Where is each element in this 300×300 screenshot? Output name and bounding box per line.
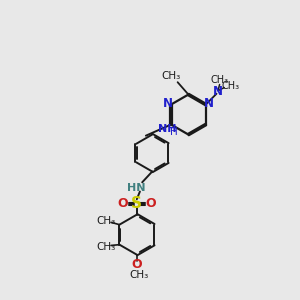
Text: O: O [118, 197, 128, 210]
Text: N: N [204, 97, 214, 110]
Text: CH₃: CH₃ [162, 71, 181, 81]
Text: N: N [163, 97, 173, 110]
Text: CH₃: CH₃ [96, 242, 115, 252]
Text: S: S [131, 196, 142, 211]
Text: CH₃: CH₃ [211, 75, 229, 85]
Text: O: O [131, 258, 142, 271]
Text: CH₃: CH₃ [221, 81, 239, 91]
Text: H: H [170, 128, 178, 137]
Text: N: N [213, 85, 223, 98]
Text: CH₃: CH₃ [130, 271, 149, 281]
Text: O: O [146, 197, 156, 210]
Text: HN: HN [127, 184, 145, 194]
Text: NH: NH [158, 124, 177, 134]
Text: CH₃: CH₃ [96, 216, 115, 226]
